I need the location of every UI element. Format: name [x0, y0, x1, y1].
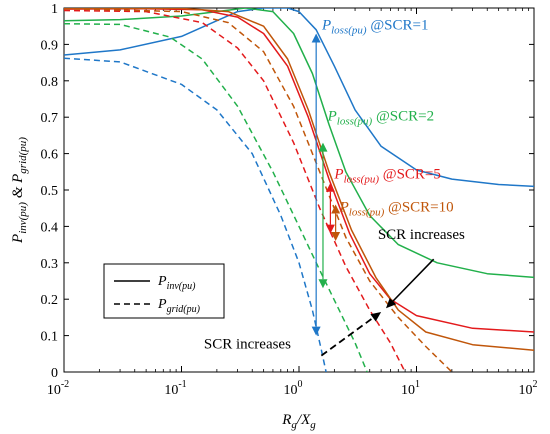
series-scr1-grid	[64, 57, 327, 372]
y-tick-label: 0.6	[41, 148, 59, 163]
y-tick-label: 0.3	[41, 257, 59, 272]
x-axis-label: Rg/Xg	[281, 412, 316, 431]
loss-arrowhead-up-scr5	[325, 182, 335, 192]
y-axis-label: Pinv(pu) & Pgrid(pu)	[10, 137, 29, 244]
loss-label-0: Ploss(pu) @SCR=1	[321, 17, 429, 36]
y-tick-label: 0.1	[41, 330, 59, 345]
annotation-arrowhead-1	[370, 311, 382, 322]
loss-arrowhead-down-scr2	[318, 279, 328, 289]
series-scr2-grid	[64, 22, 368, 372]
legend-label-0: Pinv(pu)	[157, 274, 196, 292]
loss-label-3: Ploss(pu) @SCR=10	[339, 199, 454, 218]
legend: Pinv(pu) Pgrid(pu)	[103, 263, 225, 319]
loss-arrowhead-up-scr1	[311, 33, 321, 43]
annotation-text-0: SCR increases	[378, 227, 465, 243]
x-tick-label: 100	[284, 379, 303, 398]
x-tick-label: 10-1	[164, 379, 186, 398]
y-tick-label: 0.9	[41, 38, 59, 53]
legend-label-1: Pgrid(pu)	[157, 297, 201, 315]
y-tick-label: 0.2	[41, 293, 59, 308]
series-scr2-inv	[64, 8, 534, 279]
loss-labels: Ploss(pu) @SCR=1 Ploss(pu) @SCR=2 Ploss(pu…	[321, 17, 454, 218]
loss-arrowhead-down-scr1	[311, 326, 321, 336]
loss-arrows	[311, 33, 341, 336]
y-tick-label: 0.4	[41, 220, 59, 235]
y-tick-label: 1	[51, 2, 58, 17]
loss-arrowhead-down-scr10	[331, 231, 341, 241]
annotations: SCR increases SCR increases	[204, 227, 465, 357]
series-scr5-inv	[64, 8, 534, 333]
y-tick-label: 0.5	[41, 184, 59, 199]
loss-arrowhead-down-scr5	[325, 224, 335, 234]
y-tick-label: 0.7	[41, 111, 59, 126]
x-tick-label: 102	[519, 379, 538, 398]
loss-arrowhead-up-scr2	[318, 142, 328, 152]
loss-label-2: Ploss(pu) @SCR=5	[333, 167, 441, 186]
series-scr10-inv	[64, 8, 534, 351]
annotation-arrow-0	[392, 258, 435, 302]
y-tick-label: 0	[51, 366, 58, 381]
axis-ticks: 0 0.1 0.2 0.3 0.4 0.5 0.6 0.7 0.8 0.9 1 10-2 10-1 100…	[41, 2, 538, 398]
series-scr5-grid	[64, 9, 406, 372]
x-tick-label: 101	[401, 379, 420, 398]
series-scr1-inv	[64, 8, 534, 188]
y-tick-label: 0.8	[41, 75, 59, 90]
legend-box	[103, 263, 225, 319]
loss-arrowhead-up-scr10	[331, 204, 341, 214]
annotation-arrowhead-0	[385, 297, 397, 309]
series-curves	[64, 8, 534, 372]
annotation-text-1: SCR increases	[204, 336, 291, 352]
series-scr10-grid	[64, 8, 453, 372]
loss-label-1: Ploss(pu) @SCR=2	[327, 108, 435, 127]
x-tick-label: 10-2	[47, 379, 69, 398]
